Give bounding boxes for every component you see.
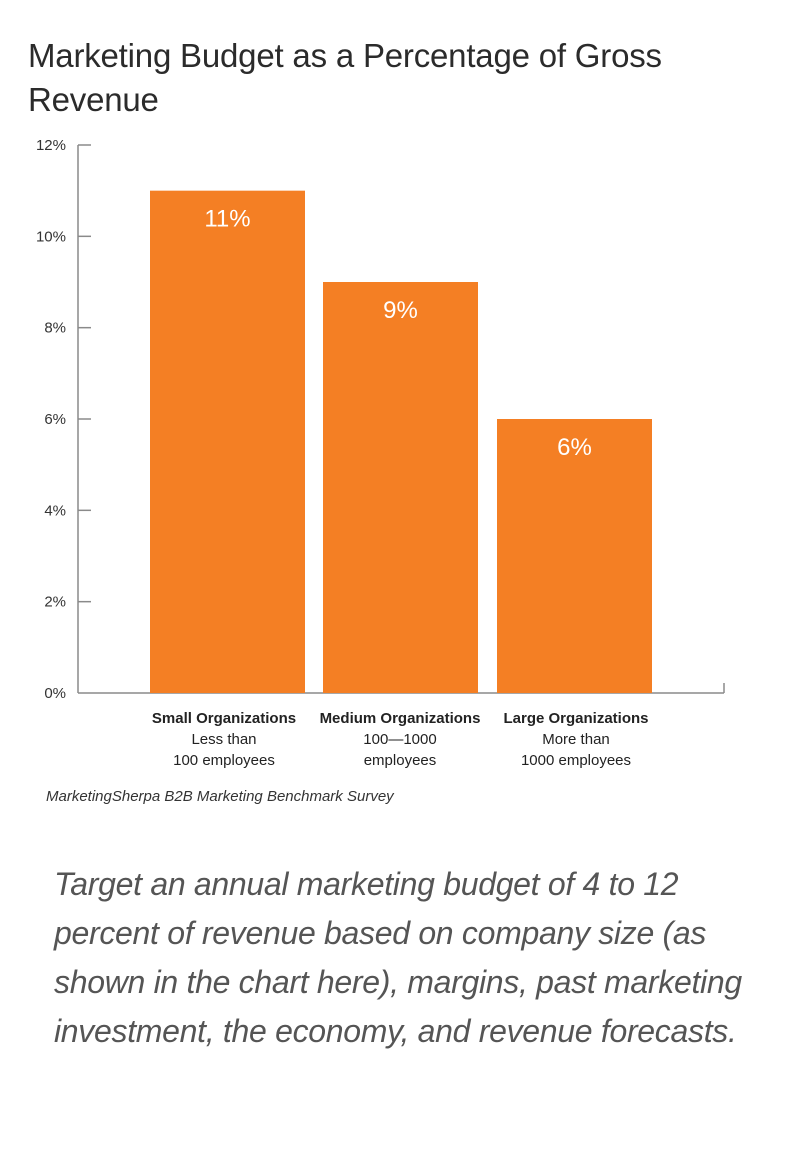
bar-chart: 0% 2% 4% 6% 8% 10% 12% 11% 9% 6%	[36, 137, 725, 702]
bar	[497, 419, 652, 693]
category-name: Medium Organizations	[319, 710, 481, 727]
category-subtitle-line: employees	[363, 752, 437, 769]
chart-title: Marketing Budget as a Percentage of Gros…	[28, 37, 662, 118]
caption-text: Target an annual marketing budget of 4 t…	[54, 866, 742, 1049]
bar	[150, 190, 305, 693]
source-note: MarketingSherpa B2B Marketing Benchmark …	[46, 788, 394, 805]
category-name: Small Organizations	[151, 710, 297, 727]
y-tick-label: 4%	[44, 502, 66, 519]
category-subtitle-line: 100—1000	[363, 731, 437, 748]
bar-value-label: 9%	[383, 297, 418, 324]
y-tick-label: 0%	[44, 685, 66, 702]
y-tick-label: 12%	[36, 137, 66, 154]
category-subtitle-line: 100 employees	[173, 752, 275, 769]
category-label-medium: Medium Organizations 100—1000 employees	[305, 708, 495, 771]
y-tick-label: 10%	[36, 228, 66, 245]
y-tick-label: 2%	[44, 594, 66, 611]
y-tick-label: 6%	[44, 411, 66, 428]
bar-value-label: 6%	[557, 434, 592, 461]
bar	[323, 282, 478, 693]
bar-value-label: 11%	[204, 206, 250, 233]
category-label-small: Small Organizations Less than 100 employ…	[129, 708, 319, 771]
category-subtitle-line: More than	[542, 731, 610, 748]
y-tick-label: 8%	[44, 320, 66, 337]
category-name: Large Organizations	[503, 710, 649, 727]
category-subtitle-line: 1000 employees	[520, 752, 632, 769]
category-label-large: Large Organizations More than 1000 emplo…	[481, 708, 671, 771]
category-subtitle-line: Less than	[191, 731, 257, 748]
